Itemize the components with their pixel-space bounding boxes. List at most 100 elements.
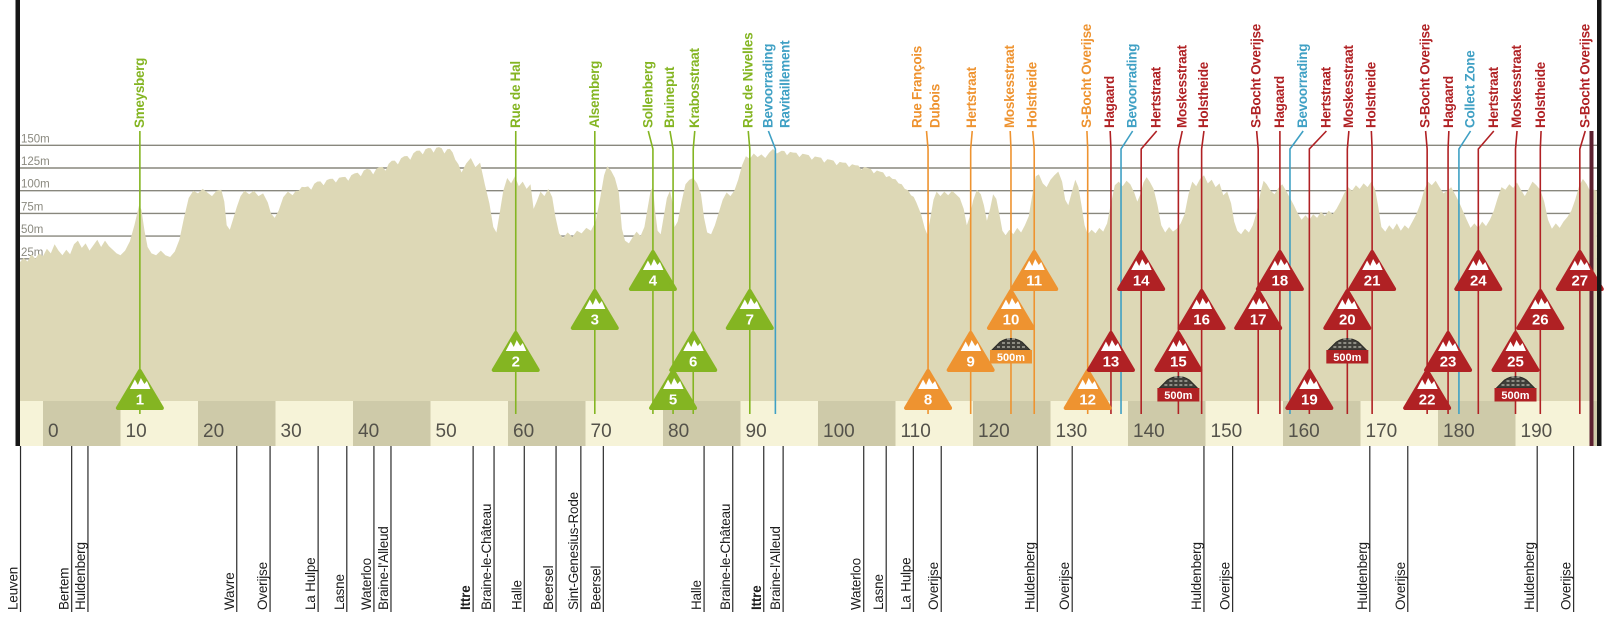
elevation-area — [19, 147, 1597, 401]
cobbles-badge — [989, 350, 1032, 364]
climb-marker-26: 26 — [1516, 289, 1565, 330]
climb-number: 19 — [1301, 392, 1318, 409]
cobbles-texture — [1501, 376, 1530, 386]
route-point-line — [1539, 130, 1542, 414]
climb-marker-14: 14 — [1117, 250, 1166, 291]
route-point-line — [767, 130, 777, 414]
climb-number: 3 — [591, 312, 599, 329]
mountain-peak-icon — [584, 298, 606, 309]
route-point-label: Holstheide — [1533, 61, 1548, 128]
climb-number: 23 — [1440, 354, 1457, 371]
climb-number: 14 — [1133, 273, 1150, 290]
x-axis-tick-label: 20 — [203, 421, 224, 442]
climb-marker-19: 19 — [1285, 369, 1334, 410]
x-axis-tick-label: 10 — [126, 421, 147, 442]
climb-marker-13: 13 — [1086, 331, 1135, 372]
route-point-label: Collect Zone — [1463, 50, 1478, 128]
distance-strip-block — [43, 401, 121, 446]
route-point-line — [1109, 130, 1112, 414]
mountain-peak-icon — [683, 340, 704, 351]
climb-number: 15 — [1170, 354, 1187, 371]
route-point-line — [1424, 130, 1428, 414]
climb-number: 9 — [967, 354, 975, 371]
route-point-label: S-Bocht Overijse — [1249, 23, 1264, 128]
town-label: Sint-Genesius-Rode — [566, 492, 581, 610]
climb-marker-16: 16 — [1177, 289, 1226, 330]
climb-marker-21: 21 — [1348, 250, 1397, 291]
climb-number: 18 — [1272, 273, 1289, 290]
town-label: Huldenberg — [1189, 542, 1204, 610]
town-label: Waterloo — [849, 558, 864, 610]
route-point-label: Rue de Nivelles — [740, 33, 755, 128]
mountain-peak-icon — [129, 378, 151, 389]
climb-marker-27: 27 — [1555, 250, 1604, 291]
route-point-label: Hertstraat — [1318, 66, 1333, 128]
cobbles-badge-label: 500m — [1333, 352, 1361, 364]
mountain-peak-icon — [1530, 298, 1551, 309]
climb-marker-2: 2 — [491, 331, 540, 372]
mountain-peak-icon — [1337, 298, 1358, 309]
climb-marker-8: 8 — [904, 369, 953, 410]
town-label: Overijse — [1559, 562, 1574, 610]
climb-triangle — [1491, 331, 1540, 372]
route-point-label: Holstheide — [1196, 61, 1211, 128]
climb-triangle — [1348, 250, 1397, 291]
mountain-peak-icon — [1505, 340, 1526, 351]
town-label: Bertem — [57, 568, 72, 610]
town-label: La Hulpe — [303, 558, 318, 610]
route-point-label: Ravitaillement — [777, 40, 792, 128]
x-axis-tick-label: 110 — [901, 421, 931, 442]
route-point-line — [1120, 130, 1134, 414]
distance-strip-block — [818, 401, 896, 446]
town-label: Huldenberg — [1355, 542, 1370, 610]
frame-left — [15, 0, 20, 446]
x-axis-tick-label: 150 — [1211, 421, 1243, 442]
route-point-label: Holstheide — [1363, 61, 1378, 128]
mountain-peak-icon — [1191, 298, 1213, 309]
town-label: Halle — [689, 580, 704, 610]
climb-triangle — [1117, 250, 1166, 291]
distance-strip-block — [1593, 401, 1597, 446]
x-axis-tick-label: 180 — [1443, 421, 1475, 442]
climb-number: 2 — [512, 354, 520, 371]
mountain-peak-icon — [1077, 378, 1099, 389]
climb-number: 5 — [669, 392, 677, 409]
town-label: Huldenberg — [73, 542, 88, 610]
x-axis-tick-label: 130 — [1056, 421, 1088, 442]
x-axis-tick-label: 40 — [358, 421, 379, 442]
route-point-label: Bevoorrading — [1125, 44, 1140, 128]
route-point-line — [1177, 130, 1184, 414]
mountain-peak-icon — [1100, 340, 1122, 351]
route-point-line — [1140, 130, 1158, 414]
climb-triangle — [986, 289, 1035, 330]
route-point-line — [1308, 130, 1327, 414]
climb-number: 25 — [1507, 354, 1524, 371]
route-point-label: Bevoorrading — [1295, 44, 1310, 128]
y-axis-tick-label: 25m — [21, 247, 43, 259]
climb-number: 17 — [1250, 312, 1267, 329]
town-label: Overijse — [926, 562, 941, 610]
route-point-label: S-Bocht Overijse — [1079, 23, 1094, 128]
town-label: Beersel — [541, 565, 556, 610]
route-point-line — [1477, 130, 1495, 414]
route-point-label: Hagaard — [1272, 76, 1287, 128]
frame-right — [1597, 0, 1602, 446]
route-point-label: Rue François — [910, 46, 925, 128]
climb-number: 21 — [1364, 273, 1381, 290]
climb-triangle — [491, 331, 540, 372]
mountain-peak-icon — [1362, 259, 1383, 270]
town-label: La Hulpe — [898, 558, 913, 610]
climb-number: 26 — [1532, 312, 1549, 329]
x-axis-tick-label: 70 — [591, 421, 612, 442]
route-point-line — [1289, 130, 1304, 414]
climb-triangle — [1516, 289, 1565, 330]
climb-triangle — [1154, 331, 1203, 372]
y-axis-tick-label: 75m — [21, 201, 43, 213]
town-label: Ittre — [458, 585, 473, 610]
route-point-label: Hagaard — [1102, 76, 1117, 128]
climb-triangle — [1454, 250, 1503, 291]
town-label: Beersel — [588, 565, 603, 610]
town-label: Leuven — [6, 567, 21, 610]
